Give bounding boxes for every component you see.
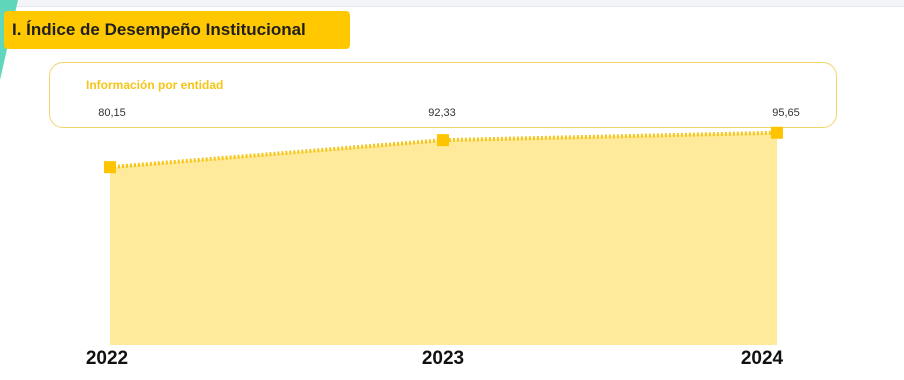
section-title: I. Índice de Desempeño Institucional — [12, 20, 306, 39]
data-point-2024 — [771, 126, 783, 139]
marker-layer — [104, 126, 783, 174]
section-title-badge: I. Índice de Desempeño Institucional — [4, 11, 350, 49]
data-label-2024: 95,65 — [772, 107, 800, 119]
info-card: Información por entidad — [49, 62, 837, 128]
x-tick-2024: 2024 — [741, 348, 784, 369]
data-point-2022 — [104, 161, 116, 174]
series-line — [109, 130, 778, 170]
data-label-2022: 80,15 — [98, 107, 126, 119]
area-fill — [110, 132, 777, 345]
area-layer — [110, 132, 777, 345]
data-point-2023 — [437, 134, 449, 147]
data-label-layer: 80,15 92,33 95,65 — [98, 107, 800, 119]
x-tick-2022: 2022 — [86, 348, 128, 369]
x-axis-tick-layer: 2022 2023 2024 — [86, 348, 784, 369]
data-label-2023: 92,33 — [428, 107, 456, 119]
x-tick-2023: 2023 — [422, 348, 464, 369]
card-label: Información por entidad — [86, 78, 224, 92]
line-layer — [109, 130, 778, 170]
top-strip — [0, 0, 904, 7]
